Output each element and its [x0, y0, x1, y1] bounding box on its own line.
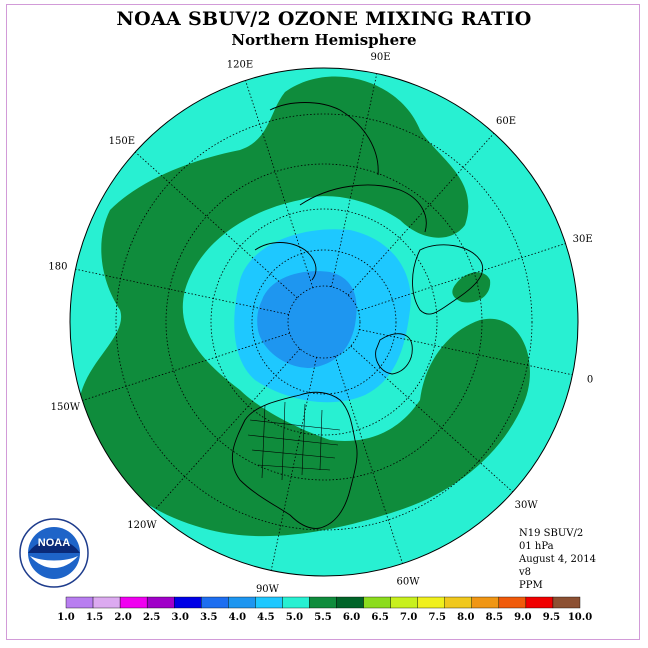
longitude-label: 120W: [127, 520, 157, 531]
longitude-label: 60W: [397, 577, 421, 588]
longitude-label: 150W: [51, 402, 81, 413]
map-subtitle: Northern Hemisphere: [231, 31, 417, 49]
colorbar-tick-label: 4.0: [229, 612, 246, 623]
longitude-label: 90E: [371, 52, 391, 63]
colorbar-swatch: [498, 596, 527, 609]
longitude-label: 120E: [227, 59, 253, 70]
colorbar: 1.0 1.5 2.0 2.5 3.0 3.5 4.0 4.5 5.0 5.5 6.0 6.5 7.0 7…: [57, 596, 592, 623]
units-label: PPM: [519, 580, 543, 591]
colorbar-swatch: [65, 596, 94, 609]
map-boundary: [69, 67, 579, 577]
north-america-coast: [231, 391, 358, 529]
colorbar-swatch: [119, 596, 148, 609]
coastlines: [231, 102, 483, 529]
colorbar-swatch: [146, 596, 175, 609]
green-ring-region: [78, 76, 530, 537]
colorbar-tick-label: 5.0: [286, 612, 303, 623]
asia-coast: [269, 102, 427, 233]
colorbar-swatch: [444, 596, 472, 609]
version-label: v8: [519, 567, 532, 578]
colorbar-tick-label: 2.5: [143, 612, 160, 623]
colorbar-swatch: [174, 596, 202, 609]
colorbar-tick-label: 8.5: [486, 612, 503, 623]
colorbar-tick-label: 4.5: [257, 612, 274, 623]
meridian-line: [153, 348, 301, 512]
noaa-logo: NOAA: [19, 518, 89, 588]
date-label: August 4, 2014: [519, 554, 597, 565]
pressure-label: 01 hPa: [519, 541, 554, 552]
colorbar-swatch: [525, 596, 554, 609]
longitude-label: 0: [587, 375, 593, 386]
meridian-line: [331, 73, 378, 287]
meridian-line: [245, 80, 314, 288]
longitude-label: 30W: [515, 500, 539, 511]
colorbar-swatch: [309, 596, 337, 609]
colorbar-tick-label: 7.5: [429, 612, 446, 623]
meridian-line: [350, 345, 514, 493]
meridian-line: [358, 243, 566, 312]
colorbar-swatch: [552, 596, 581, 609]
colorbar-swatch: [92, 596, 121, 609]
colorbar-swatch: [390, 596, 418, 609]
meridian-line: [82, 332, 290, 401]
logo-text: NOAA: [38, 537, 70, 549]
latitude-circles: [115, 113, 533, 531]
meridian-lines: [75, 73, 573, 571]
longitude-label: 180: [48, 261, 67, 272]
colorbar-tick-label: 6.5: [371, 612, 388, 623]
longitude-labels: 90E 60E 30E 0 30W 60W 90W 120W 150W 180 150E 120E: [48, 52, 593, 595]
longitude-label: 30E: [573, 234, 593, 245]
map-title: NOAA SBUV/2 OZONE MIXING RATIO: [116, 8, 532, 30]
greenland-coast: [375, 333, 413, 375]
colorbar-tick-label: 9.5: [543, 612, 560, 623]
colorbar-tick-label: 2.0: [114, 612, 131, 623]
colorbar-swatch: [363, 596, 391, 609]
meridian-line: [134, 151, 298, 299]
colorbar-tick-label: 3.5: [200, 612, 217, 623]
meridian-line: [334, 356, 403, 564]
colorbar-tick-label: 1.0: [57, 612, 74, 623]
figure-frame: [6, 4, 640, 640]
colorbar-tick-label: 5.5: [314, 612, 331, 623]
longitude-label: 60E: [496, 116, 516, 127]
colorbar-swatch: [255, 596, 283, 609]
longitude-label: 90W: [256, 584, 280, 595]
instrument-label: N19 SBUV/2: [519, 528, 584, 539]
us-state-lines: [247, 401, 341, 481]
colorbar-swatch: [201, 596, 229, 609]
meridian-line: [75, 268, 289, 315]
colorbar-swatch: [282, 596, 310, 609]
meridian-line: [347, 132, 495, 296]
colorbar-tick-label: 9.0: [514, 612, 531, 623]
colorbar-tick-label: 8.0: [457, 612, 474, 623]
mid-blue-region: [257, 271, 357, 368]
meridian-line: [359, 329, 573, 376]
longitude-label: 150E: [109, 136, 135, 147]
colorbar-tick-label: 3.0: [172, 612, 189, 623]
colorbar-swatch: [471, 596, 500, 609]
info-block: N19 SBUV/2 01 hPa August 4, 2014 v8 PPM: [519, 527, 596, 592]
siberia-coast: [254, 242, 317, 281]
colorbar-tick-label: 10.0: [568, 612, 592, 623]
colorbar-tick-label: 6.0: [343, 612, 360, 623]
colorbar-tick-label: 7.0: [400, 612, 417, 623]
colorbar-swatch: [336, 596, 364, 609]
ozone-field: [70, 68, 578, 576]
colorbar-swatch: [228, 596, 256, 609]
colorbar-tick-label: 1.5: [86, 612, 103, 623]
colorbar-swatch: [417, 596, 445, 609]
europe-coast: [412, 244, 483, 315]
